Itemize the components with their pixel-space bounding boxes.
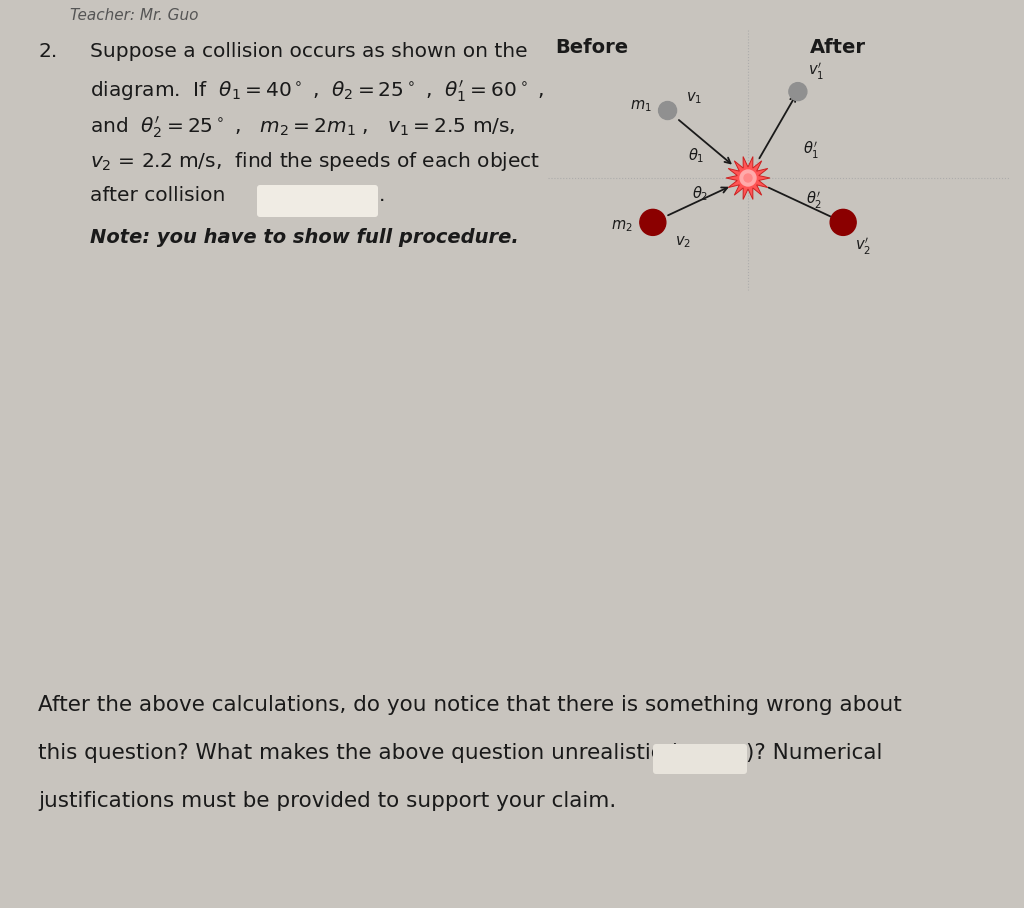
Text: and  $\theta_2' = 25^\circ$ ,   $m_2 = 2m_1$ ,   $v_1 = 2.5$ m/s,: and $\theta_2' = 25^\circ$ , $m_2 = 2m_1… [90,114,515,140]
Text: $\theta_1'$: $\theta_1'$ [803,140,819,161]
Circle shape [788,83,807,101]
FancyBboxPatch shape [257,185,378,217]
Text: $v_1$: $v_1$ [685,91,701,106]
Text: after collision: after collision [90,186,225,205]
Text: this question? What makes the above question unrealistic (: this question? What makes the above ques… [38,743,678,763]
Text: diagram.  If  $\theta_1 = 40^\circ$ ,  $\theta_2 = 25^\circ$ ,  $\theta_1' = 60^: diagram. If $\theta_1 = 40^\circ$ , $\th… [90,78,545,104]
Text: $\theta_2'$: $\theta_2'$ [806,190,822,211]
Text: Teacher: Mr. Guo: Teacher: Mr. Guo [70,8,199,23]
Circle shape [830,210,856,235]
Text: $v_2'$: $v_2'$ [855,236,871,258]
Polygon shape [726,156,770,200]
Text: Before: Before [555,38,628,57]
Text: After the above calculations, do you notice that there is something wrong about: After the above calculations, do you not… [38,695,902,715]
Text: Note: you have to show full procedure.: Note: you have to show full procedure. [90,228,519,247]
Circle shape [658,102,677,120]
Circle shape [740,170,756,186]
Text: $v_2$ = 2.2 m/s,  find the speeds of each object: $v_2$ = 2.2 m/s, find the speeds of each… [90,150,541,173]
Text: $v_2$: $v_2$ [675,234,691,251]
Circle shape [640,210,666,235]
Text: $m_1$: $m_1$ [630,99,651,114]
Text: $\theta_2$: $\theta_2$ [692,184,709,203]
Text: )? Numerical: )? Numerical [746,743,883,763]
Text: $m_2$: $m_2$ [611,219,633,234]
Text: .: . [379,186,385,205]
Text: justifications must be provided to support your claim.: justifications must be provided to suppo… [38,791,616,811]
Text: $v_1'$: $v_1'$ [808,61,824,82]
Text: Suppose a collision occurs as shown on the: Suppose a collision occurs as shown on t… [90,42,527,61]
Circle shape [744,174,752,182]
FancyBboxPatch shape [653,744,746,774]
Text: $\theta_1$: $\theta_1$ [688,147,705,165]
Text: After: After [810,38,866,57]
Text: 2.: 2. [38,42,57,61]
